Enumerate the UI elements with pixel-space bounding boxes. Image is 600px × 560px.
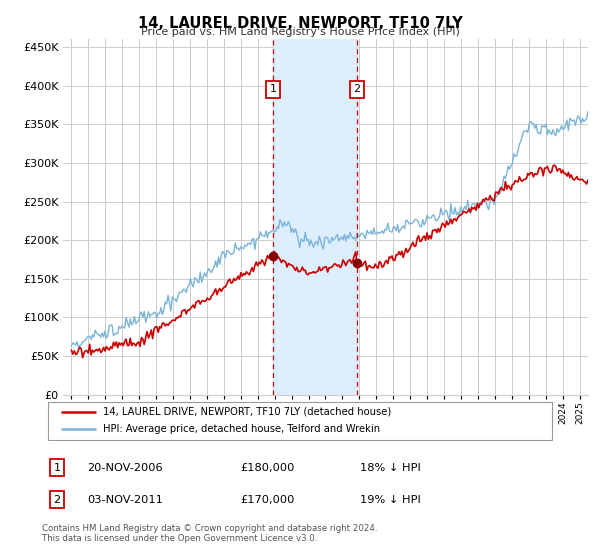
- Text: £170,000: £170,000: [240, 494, 295, 505]
- Text: 1: 1: [269, 85, 277, 95]
- Text: 2: 2: [353, 85, 361, 95]
- Text: £180,000: £180,000: [240, 463, 295, 473]
- Text: HPI: Average price, detached house, Telford and Wrekin: HPI: Average price, detached house, Telf…: [103, 424, 380, 435]
- Text: 03-NOV-2011: 03-NOV-2011: [87, 494, 163, 505]
- Text: 14, LAUREL DRIVE, NEWPORT, TF10 7LY: 14, LAUREL DRIVE, NEWPORT, TF10 7LY: [137, 16, 463, 31]
- Text: 14, LAUREL DRIVE, NEWPORT, TF10 7LY (detached house): 14, LAUREL DRIVE, NEWPORT, TF10 7LY (det…: [103, 407, 392, 417]
- Text: 2: 2: [53, 494, 61, 505]
- Bar: [273, 39, 357, 395]
- Text: 18% ↓ HPI: 18% ↓ HPI: [360, 463, 421, 473]
- Text: Contains HM Land Registry data © Crown copyright and database right 2024.: Contains HM Land Registry data © Crown c…: [42, 524, 377, 533]
- Text: 1: 1: [53, 463, 61, 473]
- Text: 19% ↓ HPI: 19% ↓ HPI: [360, 494, 421, 505]
- Text: Price paid vs. HM Land Registry's House Price Index (HPI): Price paid vs. HM Land Registry's House …: [140, 27, 460, 37]
- Text: 20-NOV-2006: 20-NOV-2006: [87, 463, 163, 473]
- Text: This data is licensed under the Open Government Licence v3.0.: This data is licensed under the Open Gov…: [42, 534, 317, 543]
